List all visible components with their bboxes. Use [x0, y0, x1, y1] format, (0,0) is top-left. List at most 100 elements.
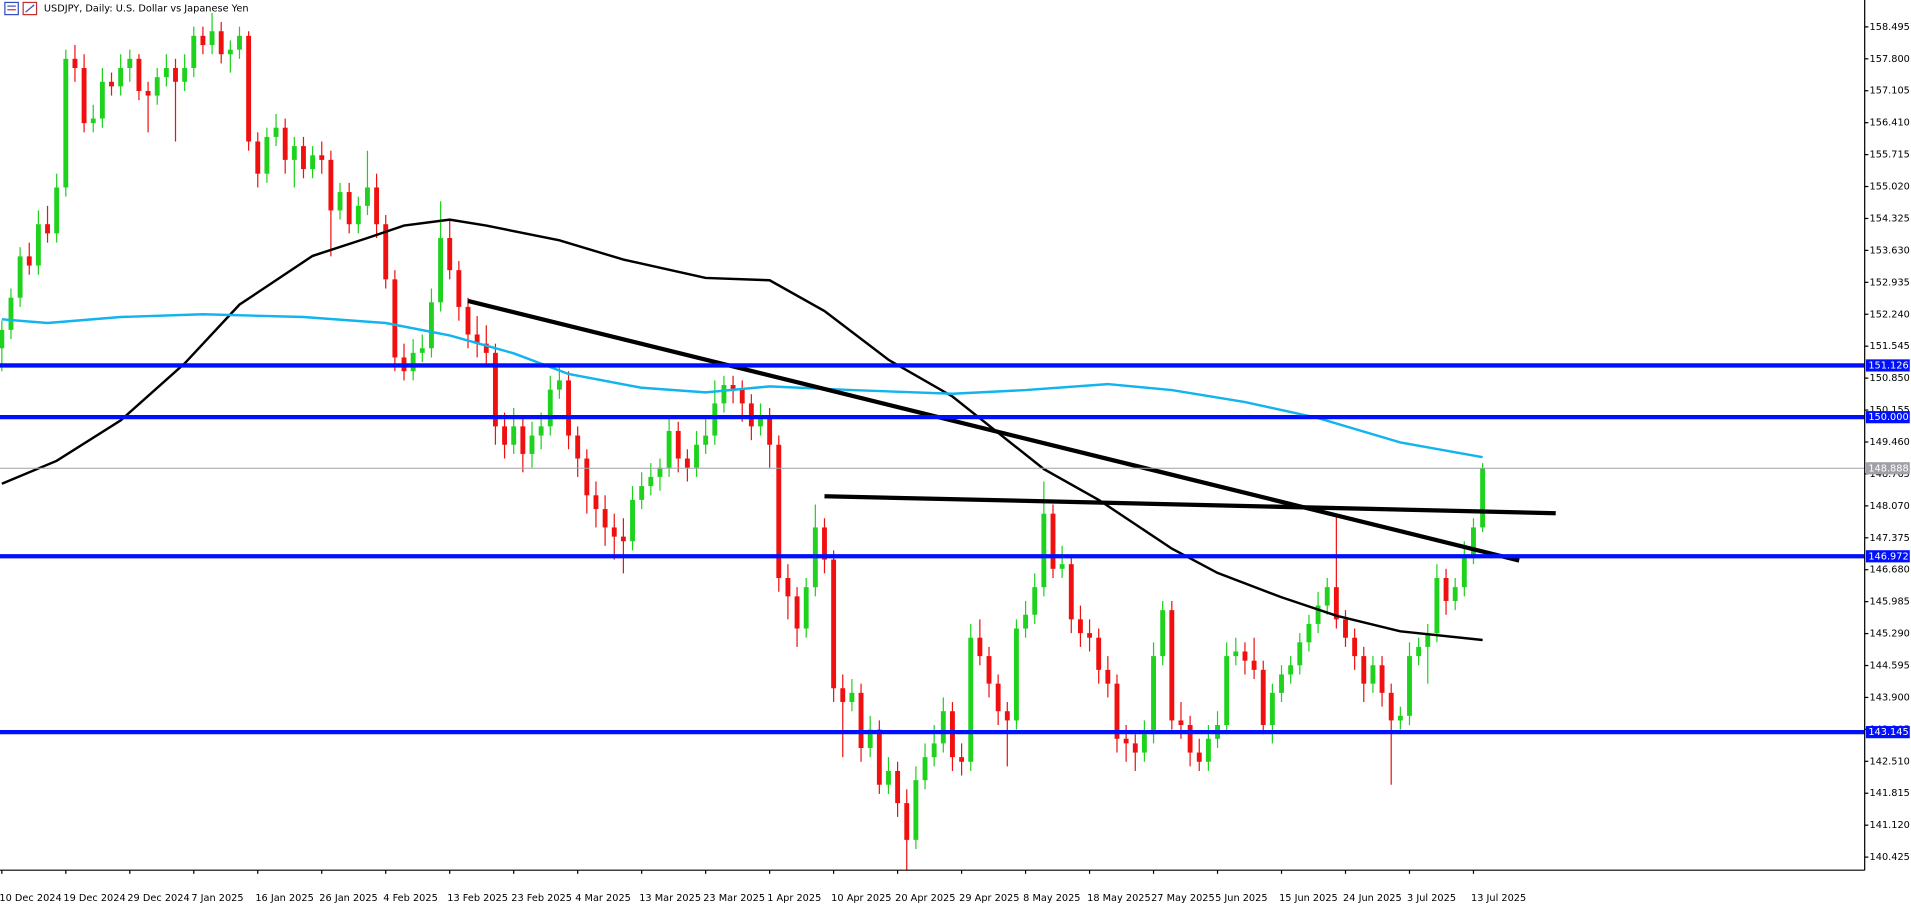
candle-body	[1141, 734, 1147, 753]
y-tick-label: 148.070	[1870, 501, 1910, 512]
axis-panel	[1864, 0, 1911, 907]
chart-icons	[4, 1, 38, 16]
candle-body	[17, 256, 23, 298]
candle-body	[1178, 720, 1184, 726]
candle-body	[904, 803, 910, 840]
candle-body	[1114, 683, 1120, 739]
level-tag-label: 146.972	[1868, 551, 1908, 562]
axis-panel	[0, 870, 1911, 907]
level-tag	[1865, 359, 1910, 372]
candle-body	[1288, 665, 1294, 675]
x-tick-label: 1 Apr 2025	[767, 893, 821, 904]
y-tick-label: 154.325	[1870, 213, 1910, 224]
x-tick-label: 16 Jan 2025	[255, 893, 313, 904]
x-tick-label: 4 Feb 2025	[383, 893, 437, 904]
y-tick-label: 152.935	[1870, 277, 1910, 288]
candle-body	[410, 352, 416, 372]
x-tick-label: 19 Dec 2024	[63, 893, 125, 904]
candle-body	[1260, 669, 1266, 726]
candle-body	[538, 426, 544, 436]
candle-body	[26, 256, 32, 266]
candle-body	[620, 536, 626, 542]
candle-body	[785, 577, 791, 597]
candle-body	[474, 334, 480, 344]
candle-body	[995, 683, 1001, 712]
level-tag	[1865, 726, 1910, 739]
x-tick-label: 24 Jun 2025	[1343, 893, 1402, 904]
candle-body	[45, 224, 50, 234]
y-tick-label: 155.715	[1870, 150, 1910, 161]
candle-body	[246, 35, 252, 142]
x-tick-label: 29 Dec 2024	[127, 893, 189, 904]
candle-body	[684, 458, 690, 468]
candle-body	[173, 67, 178, 82]
candle-body	[1023, 614, 1029, 629]
x-tick-label: 10 Dec 2024	[0, 893, 62, 904]
candle-body	[1041, 513, 1047, 588]
candle-body	[1370, 665, 1376, 684]
candle-body	[1306, 623, 1312, 643]
candle-body	[255, 141, 261, 174]
candle-body	[282, 127, 288, 160]
level-tag-label: 150.000	[1868, 412, 1908, 423]
x-tick-label: 23 Feb 2025	[511, 893, 572, 904]
y-tick-label: 144.595	[1870, 661, 1910, 672]
candle-body	[328, 159, 334, 211]
candle-body	[703, 435, 709, 445]
x-tick-label: 4 Mar 2025	[575, 893, 631, 904]
candle-body	[310, 155, 316, 170]
candle-body	[1105, 669, 1111, 684]
candle-body	[1452, 587, 1458, 601]
candle-body	[1242, 651, 1248, 661]
candle-body	[1434, 577, 1440, 634]
candle-body	[1416, 646, 1422, 657]
candle-body	[109, 81, 114, 87]
x-tick-label: 29 Apr 2025	[959, 893, 1019, 904]
y-tick-label: 146.680	[1870, 565, 1910, 576]
candle-body	[200, 35, 206, 46]
candle-body	[748, 403, 754, 427]
y-tick-label: 141.815	[1870, 788, 1910, 799]
candle-body	[419, 348, 425, 353]
y-tick-label: 158.495	[1870, 22, 1910, 33]
current-price-label: 148.888	[1868, 463, 1908, 474]
y-tick-label: 150.850	[1870, 373, 1910, 384]
x-tick-label: 3 Jul 2025	[1407, 893, 1456, 904]
candle-body	[694, 444, 699, 468]
candle-body	[593, 495, 599, 510]
candle-body	[840, 688, 846, 703]
candle-body	[529, 435, 535, 454]
candle-body	[959, 757, 965, 762]
candle-body	[895, 770, 901, 804]
candle-body	[666, 430, 672, 468]
candle-body	[291, 146, 297, 160]
candle-body	[1443, 577, 1449, 601]
candle-body	[72, 58, 78, 68]
candle-body	[8, 297, 14, 330]
candle-body	[968, 637, 974, 762]
y-tick-label: 145.290	[1870, 629, 1910, 640]
candle-body	[1123, 738, 1129, 744]
x-tick-label: 8 May 2025	[1023, 893, 1080, 904]
candle-body	[301, 146, 306, 170]
candle-body	[639, 486, 645, 500]
candle-body	[730, 385, 736, 390]
candle-body	[1297, 642, 1303, 666]
y-tick-label: 142.510	[1870, 756, 1910, 767]
candle-body	[1343, 619, 1348, 638]
candle-body	[739, 389, 745, 404]
y-tick-label: 157.800	[1870, 54, 1910, 65]
candle-body	[1315, 605, 1321, 624]
candle-body	[365, 187, 370, 206]
candle-body	[1233, 651, 1239, 657]
candle-body	[822, 527, 827, 560]
chart-title: USDJPY, Daily: U.S. Dollar vs Japanese Y…	[44, 4, 249, 15]
candle-body	[630, 499, 635, 542]
y-tick-label: 152.240	[1870, 309, 1910, 320]
candle-body	[465, 306, 471, 335]
candle-body	[355, 205, 361, 225]
x-tick-label: 20 Apr 2025	[895, 893, 955, 904]
current-price-tag	[1865, 462, 1910, 475]
